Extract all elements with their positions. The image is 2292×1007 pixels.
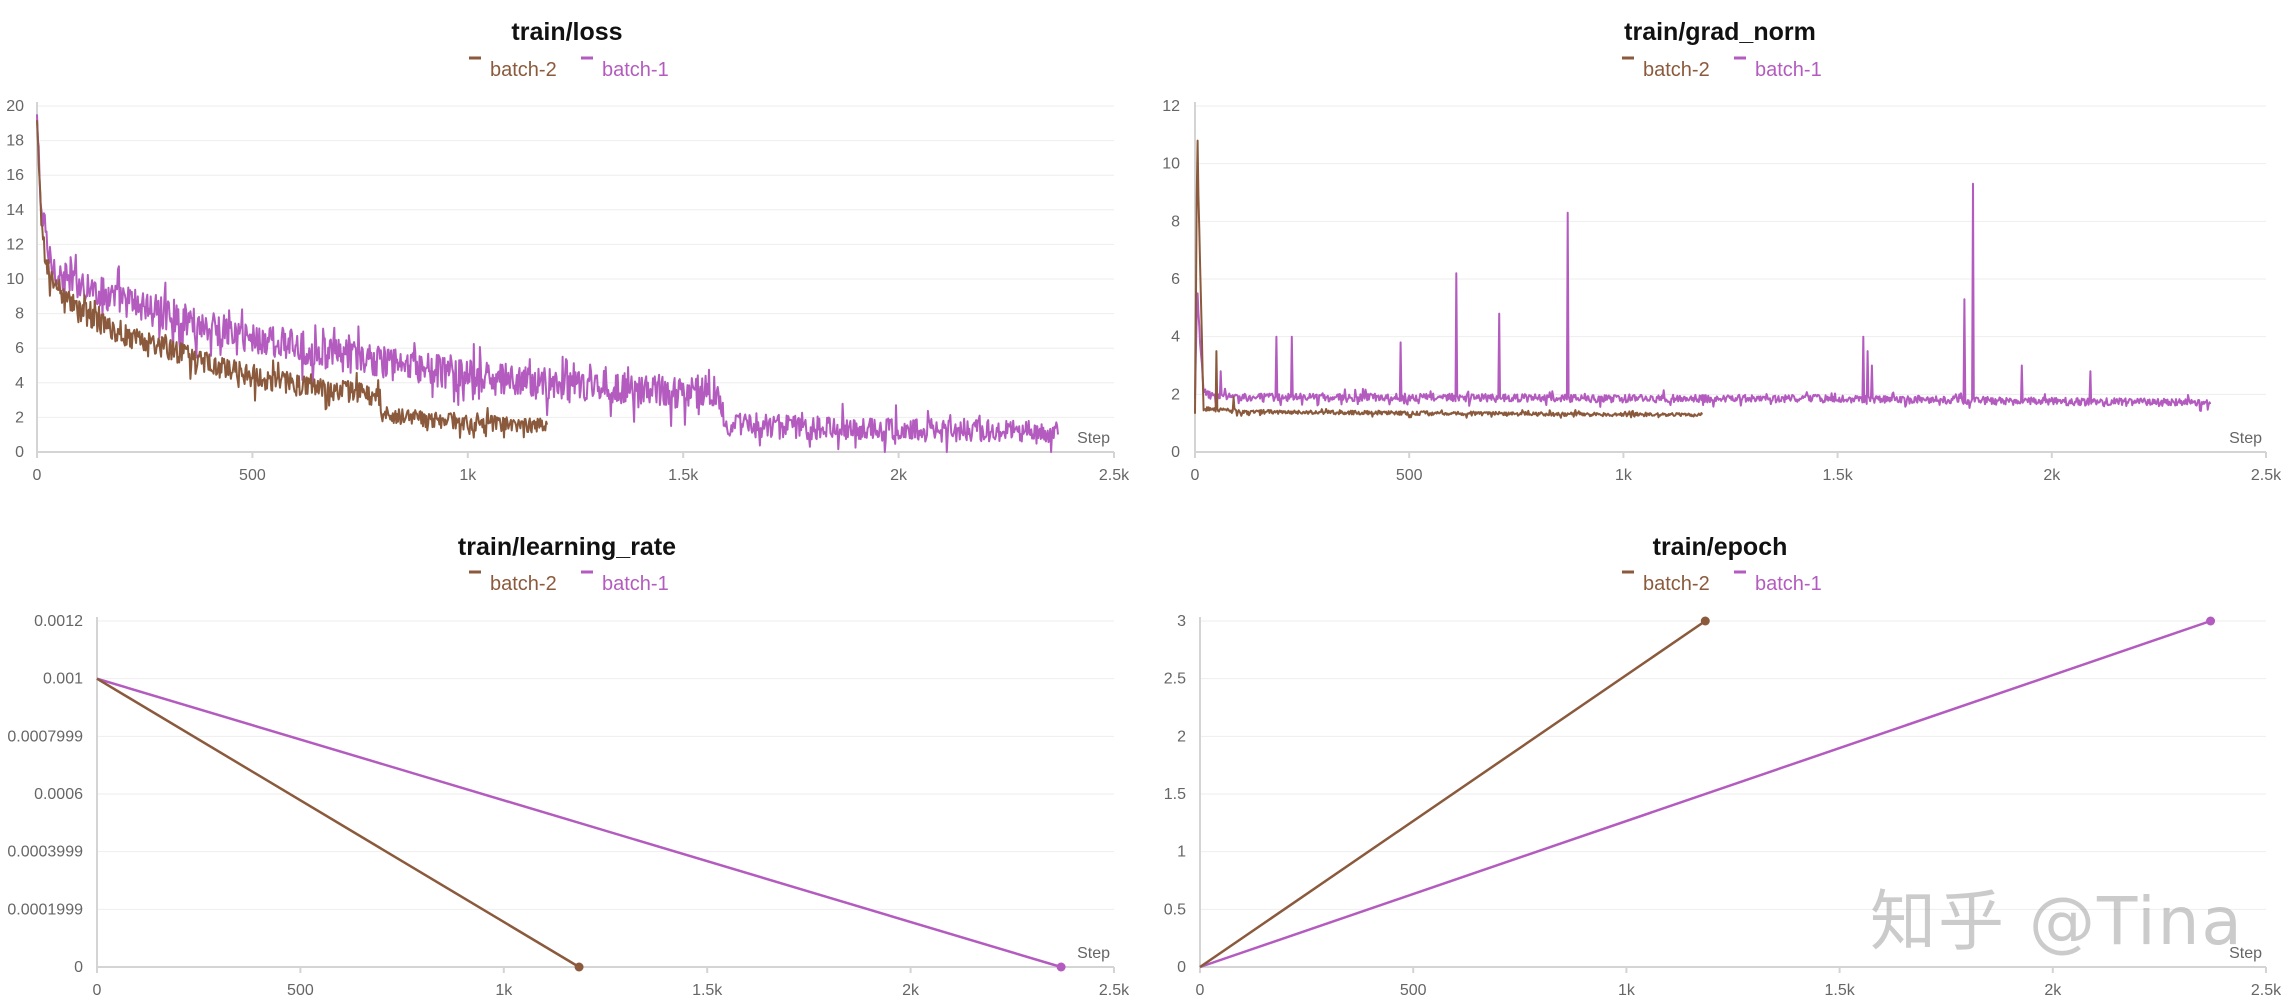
y-tick-label: 12 <box>6 236 24 253</box>
y-tick-label: 16 <box>6 167 24 184</box>
y-tick-label: 0.0003999 <box>7 844 83 861</box>
y-tick-label: 0.0012 <box>34 613 83 630</box>
y-tick-label: 8 <box>15 306 24 323</box>
legend-label-batch-2: batch-2 <box>490 573 557 595</box>
x-tick-label: 500 <box>1400 982 1427 999</box>
series-end-point-batch-1 <box>2206 616 2216 626</box>
legend-label-batch-2: batch-2 <box>490 59 557 81</box>
y-tick-label: 0.001 <box>43 671 83 688</box>
y-tick-label: 18 <box>6 133 24 150</box>
x-tick-label: 1.5k <box>692 982 723 999</box>
y-tick-label: 12 <box>1162 98 1180 115</box>
chart-title: train/grad_norm <box>1624 18 1816 46</box>
x-tick-label: 500 <box>287 982 314 999</box>
chart-panel-2: train/learning_rate batch-2 batch-1 0 0.0001… <box>7 533 1130 999</box>
x-axis-label: Step <box>1077 945 1110 962</box>
series-line-batch-2 <box>1194 139 1704 419</box>
y-tick-label: 0.5 <box>1164 901 1186 918</box>
y-tick-label: 14 <box>6 202 24 219</box>
y-tick-label: 2.5 <box>1164 671 1186 688</box>
x-axis-label: Step <box>2229 945 2262 962</box>
x-axis-label: Step <box>1077 430 1110 447</box>
series-line-batch-2 <box>96 677 580 969</box>
x-tick-label: 0 <box>33 467 42 484</box>
y-tick-label: 0 <box>15 444 24 461</box>
y-tick-label: 8 <box>1171 213 1180 230</box>
legend-label-batch-2: batch-2 <box>1643 573 1710 595</box>
y-tick-label: 0.0001999 <box>7 901 83 918</box>
y-tick-label: 6 <box>1171 271 1180 288</box>
x-axis-label: Step <box>2229 430 2262 447</box>
series-end-point-batch-2 <box>574 962 584 972</box>
x-tick-label: 2.5k <box>1099 982 1130 999</box>
chart-title: train/epoch <box>1653 533 1788 561</box>
x-tick-label: 1.5k <box>1824 982 1855 999</box>
x-tick-label: 1.5k <box>1822 467 1853 484</box>
x-tick-label: 2.5k <box>1099 467 1130 484</box>
y-tick-label: 1 <box>1177 844 1186 861</box>
legend-label-batch-1: batch-1 <box>1755 573 1822 595</box>
x-tick-label: 2k <box>2044 982 2062 999</box>
series-end-point-batch-2 <box>1700 616 1710 626</box>
y-tick-label: 1.5 <box>1164 786 1186 803</box>
y-tick-label: 20 <box>6 98 24 115</box>
y-tick-label: 6 <box>15 340 24 357</box>
y-tick-label: 0 <box>1177 959 1186 976</box>
legend-label-batch-2: batch-2 <box>1643 59 1710 81</box>
y-tick-label: 4 <box>15 375 24 392</box>
x-tick-label: 2k <box>2043 467 2061 484</box>
series-line-batch-1 <box>1194 182 2212 412</box>
x-tick-label: 1k <box>1615 467 1633 484</box>
x-tick-label: 1k <box>495 982 513 999</box>
y-tick-label: 2 <box>1177 728 1186 745</box>
legend-label-batch-1: batch-1 <box>1755 59 1822 81</box>
x-tick-label: 1k <box>1618 982 1636 999</box>
y-tick-label: 0 <box>1171 444 1180 461</box>
chart-title: train/learning_rate <box>458 533 676 561</box>
y-tick-label: 0.0006 <box>34 786 83 803</box>
y-tick-label: 2 <box>15 409 24 426</box>
y-tick-label: 10 <box>1162 156 1180 173</box>
series-line-batch-2 <box>1199 619 1707 969</box>
x-tick-label: 0 <box>1196 982 1205 999</box>
chart-title: train/loss <box>511 18 622 46</box>
series-line-batch-2 <box>36 120 549 439</box>
x-tick-label: 500 <box>1396 467 1423 484</box>
y-tick-label: 0.0007999 <box>7 728 83 745</box>
y-tick-label: 10 <box>6 271 24 288</box>
series-line-batch-1 <box>96 677 1062 969</box>
x-tick-label: 500 <box>239 467 266 484</box>
chart-panel-1: train/grad_norm batch-2 batch-1 0 2 4 6 8 10 12 0 5… <box>1162 18 2282 484</box>
legend-label-batch-1: batch-1 <box>602 573 669 595</box>
x-tick-label: 1k <box>459 467 477 484</box>
chart-panel-0: train/loss batch-2 batch-1 0 2 4 6 8 10 12 14 16 18 2… <box>6 18 1130 484</box>
series-end-point-batch-1 <box>1056 962 1066 972</box>
y-tick-label: 3 <box>1177 613 1186 630</box>
x-tick-label: 0 <box>93 982 102 999</box>
y-tick-label: 4 <box>1171 329 1180 346</box>
watermark: 知乎 @Tina <box>1870 883 2244 960</box>
x-tick-label: 2.5k <box>2251 982 2282 999</box>
y-tick-label: 0 <box>74 959 83 976</box>
x-tick-label: 2.5k <box>2251 467 2282 484</box>
legend-label-batch-1: batch-1 <box>602 59 669 81</box>
y-tick-label: 2 <box>1171 386 1180 403</box>
x-tick-label: 1.5k <box>668 467 699 484</box>
series-line-batch-1 <box>1199 619 2212 969</box>
x-tick-label: 0 <box>1191 467 1200 484</box>
chart-panel-3: train/epoch batch-2 batch-1 0 0.5 1 1.5 2 2.5 3 0 5… <box>1164 533 2282 999</box>
series-line-batch-1 <box>36 114 1059 453</box>
x-tick-label: 2k <box>902 982 920 999</box>
x-tick-label: 2k <box>890 467 908 484</box>
